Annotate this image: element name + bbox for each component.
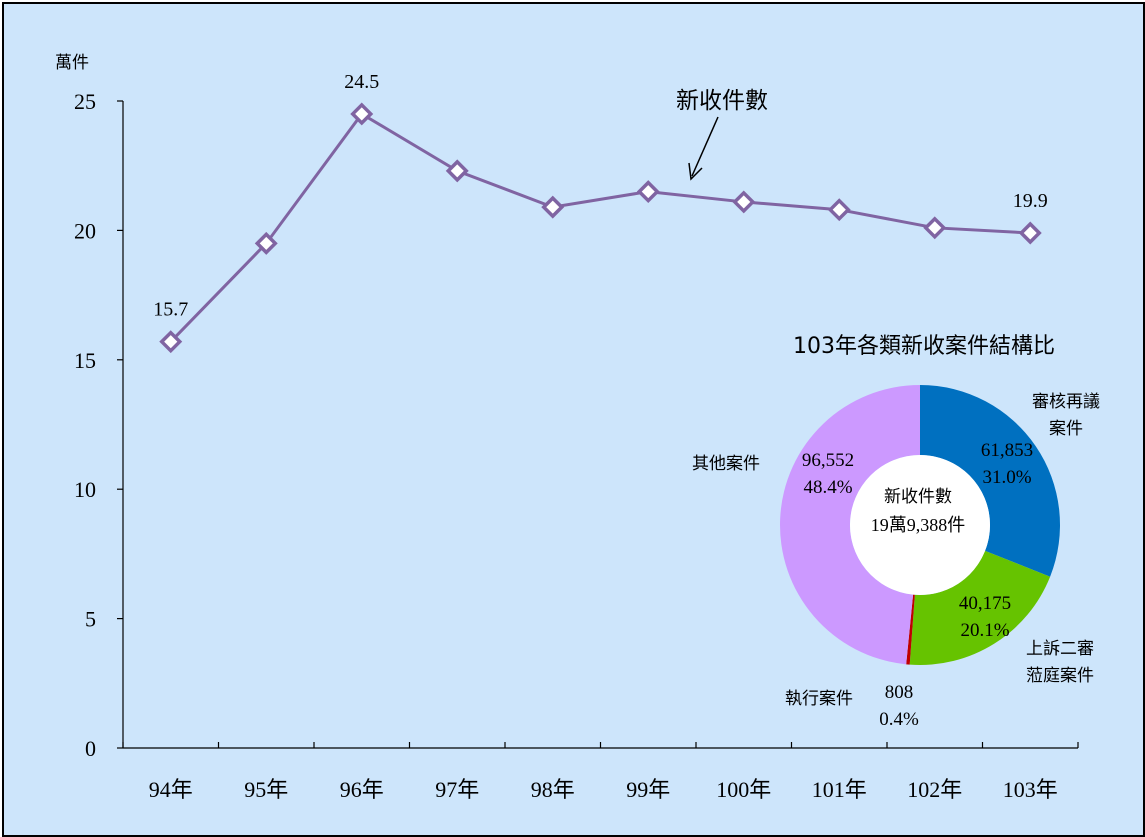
slice-name-label: 案件 <box>1049 419 1083 439</box>
data-point-marker <box>254 231 278 255</box>
slice-percent-label: 0.4% <box>879 709 919 730</box>
donut-chart <box>780 385 1060 666</box>
data-point-marker <box>827 198 851 222</box>
series-annotation: 新收件數 <box>676 88 768 181</box>
data-label: 15.7 <box>153 299 188 321</box>
slice-percent-label: 48.4% <box>803 477 852 498</box>
x-tick-label: 97年 <box>435 777 479 802</box>
data-point-marker <box>923 216 947 240</box>
data-point-marker <box>1018 221 1042 245</box>
x-tick-label: 95年 <box>244 777 288 802</box>
y-tick-label: 0 <box>85 736 96 761</box>
data-point-marker <box>732 190 756 214</box>
data-point-marker <box>159 330 183 354</box>
x-tick-label: 103年 <box>1003 777 1058 802</box>
slice-value-label: 40,175 <box>959 593 1011 614</box>
y-tick-label: 10 <box>74 477 96 502</box>
data-point-marker <box>541 195 565 219</box>
data-point-marker <box>350 102 374 126</box>
x-tick-labels: 94年 95年 96年 97年 98年 99年 100年 101年 102年 103年 <box>149 777 1058 802</box>
line-series <box>159 102 1042 354</box>
donut-center-line1: 新收件數 <box>884 487 952 507</box>
x-tick-label: 100年 <box>716 777 771 802</box>
donut-title: 103年各類新收案件結構比 <box>793 334 1055 359</box>
line-chart-axes <box>117 100 1079 749</box>
x-tick-label: 101年 <box>812 777 867 802</box>
series-name-label: 新收件數 <box>676 88 768 114</box>
series-line <box>169 111 1031 343</box>
data-point-marker <box>445 159 469 183</box>
slice-name-label: 執行案件 <box>785 689 853 709</box>
y-tick-label: 15 <box>74 348 96 373</box>
y-tick-label: 25 <box>74 89 96 114</box>
y-tick-labels: 0 5 10 15 20 25 <box>74 89 96 761</box>
slice-name-label: 上訴二審 <box>1026 639 1094 659</box>
y-axis-unit-label: 萬件 <box>55 53 89 73</box>
data-point-marker <box>636 180 660 204</box>
data-label: 24.5 <box>344 71 379 93</box>
data-label: 19.9 <box>1013 190 1048 212</box>
donut-hole <box>850 455 990 595</box>
donut-slice <box>906 594 915 665</box>
x-tick-label: 99年 <box>626 777 670 802</box>
donut-center-label: 新收件數 19萬9,388件 <box>871 487 966 535</box>
x-tick-label: 98年 <box>531 777 575 802</box>
chart-svg: 0 5 10 15 20 25 94年 95年 96年 97年 98年 99年 100年 101年 102… <box>55 53 1100 802</box>
slice-value-label: 808 <box>885 682 914 703</box>
slice-name-label: 審核再議 <box>1032 392 1100 412</box>
donut-slice <box>920 385 1060 577</box>
donut-center-line2: 19萬9,388件 <box>871 515 966 535</box>
x-tick-label: 102年 <box>907 777 962 802</box>
y-tick-label: 5 <box>85 607 96 632</box>
donut-slice <box>909 550 1051 666</box>
donut-slice <box>780 385 920 665</box>
annotation-arrow-head <box>688 162 703 181</box>
slice-percent-label: 20.1% <box>960 620 1009 641</box>
slice-percent-label: 31.0% <box>982 467 1031 488</box>
slice-name-label: 其他案件 <box>692 454 760 474</box>
slice-value-label: 96,552 <box>802 450 854 471</box>
x-tick-label: 96年 <box>340 777 384 802</box>
y-tick-label: 20 <box>74 218 96 243</box>
slice-value-label: 61,853 <box>981 440 1033 461</box>
data-labels: 15.7 24.5 19.9 <box>153 71 1048 321</box>
annotation-arrow-shaft <box>691 116 719 177</box>
slice-name-label: 蒞庭案件 <box>1026 666 1094 686</box>
x-tick-label: 94年 <box>149 777 193 802</box>
